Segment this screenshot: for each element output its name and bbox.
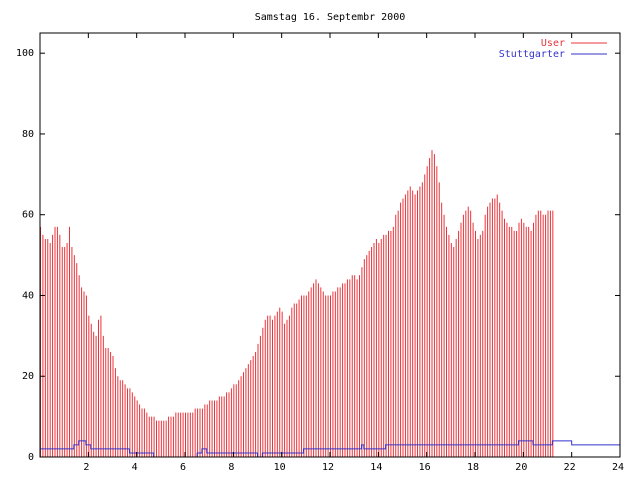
y-tick-label: 0 — [28, 452, 34, 463]
x-tick-label: 22 — [564, 462, 576, 473]
y-tick-label: 100 — [16, 48, 34, 59]
legend-label-user: User — [541, 38, 565, 49]
title: Samstag 16. Septembr 2000 — [255, 12, 406, 23]
legend-label-stuttgarter: Stuttgarter — [499, 49, 565, 60]
x-tick-label: 12 — [322, 462, 334, 473]
user-bars — [40, 150, 554, 457]
legend: User Stuttgarter — [499, 38, 607, 60]
y-tick-label: 80 — [22, 129, 34, 140]
chart-title: Samstag 16. Septembr 2000 — [255, 12, 406, 23]
x-tick-label: 6 — [180, 462, 186, 473]
x-tick-label: 16 — [419, 462, 431, 473]
stuttgarter-line-layer — [40, 440, 620, 458]
x-tick-label: 14 — [370, 462, 382, 473]
x-tick-label: 10 — [274, 462, 286, 473]
series-line-stuttgarter — [40, 440, 620, 458]
x-tick-label: 24 — [612, 462, 624, 473]
y-tick-label: 60 — [22, 210, 34, 221]
x-tick-label: 8 — [228, 462, 234, 473]
x-tick-label: 4 — [132, 462, 138, 473]
x-tick-label: 20 — [515, 462, 527, 473]
y-tick-label: 40 — [22, 290, 34, 301]
y-tick-label: 20 — [22, 371, 34, 382]
x-tick-label: 2 — [83, 462, 89, 473]
x-tick-label: 18 — [467, 462, 479, 473]
